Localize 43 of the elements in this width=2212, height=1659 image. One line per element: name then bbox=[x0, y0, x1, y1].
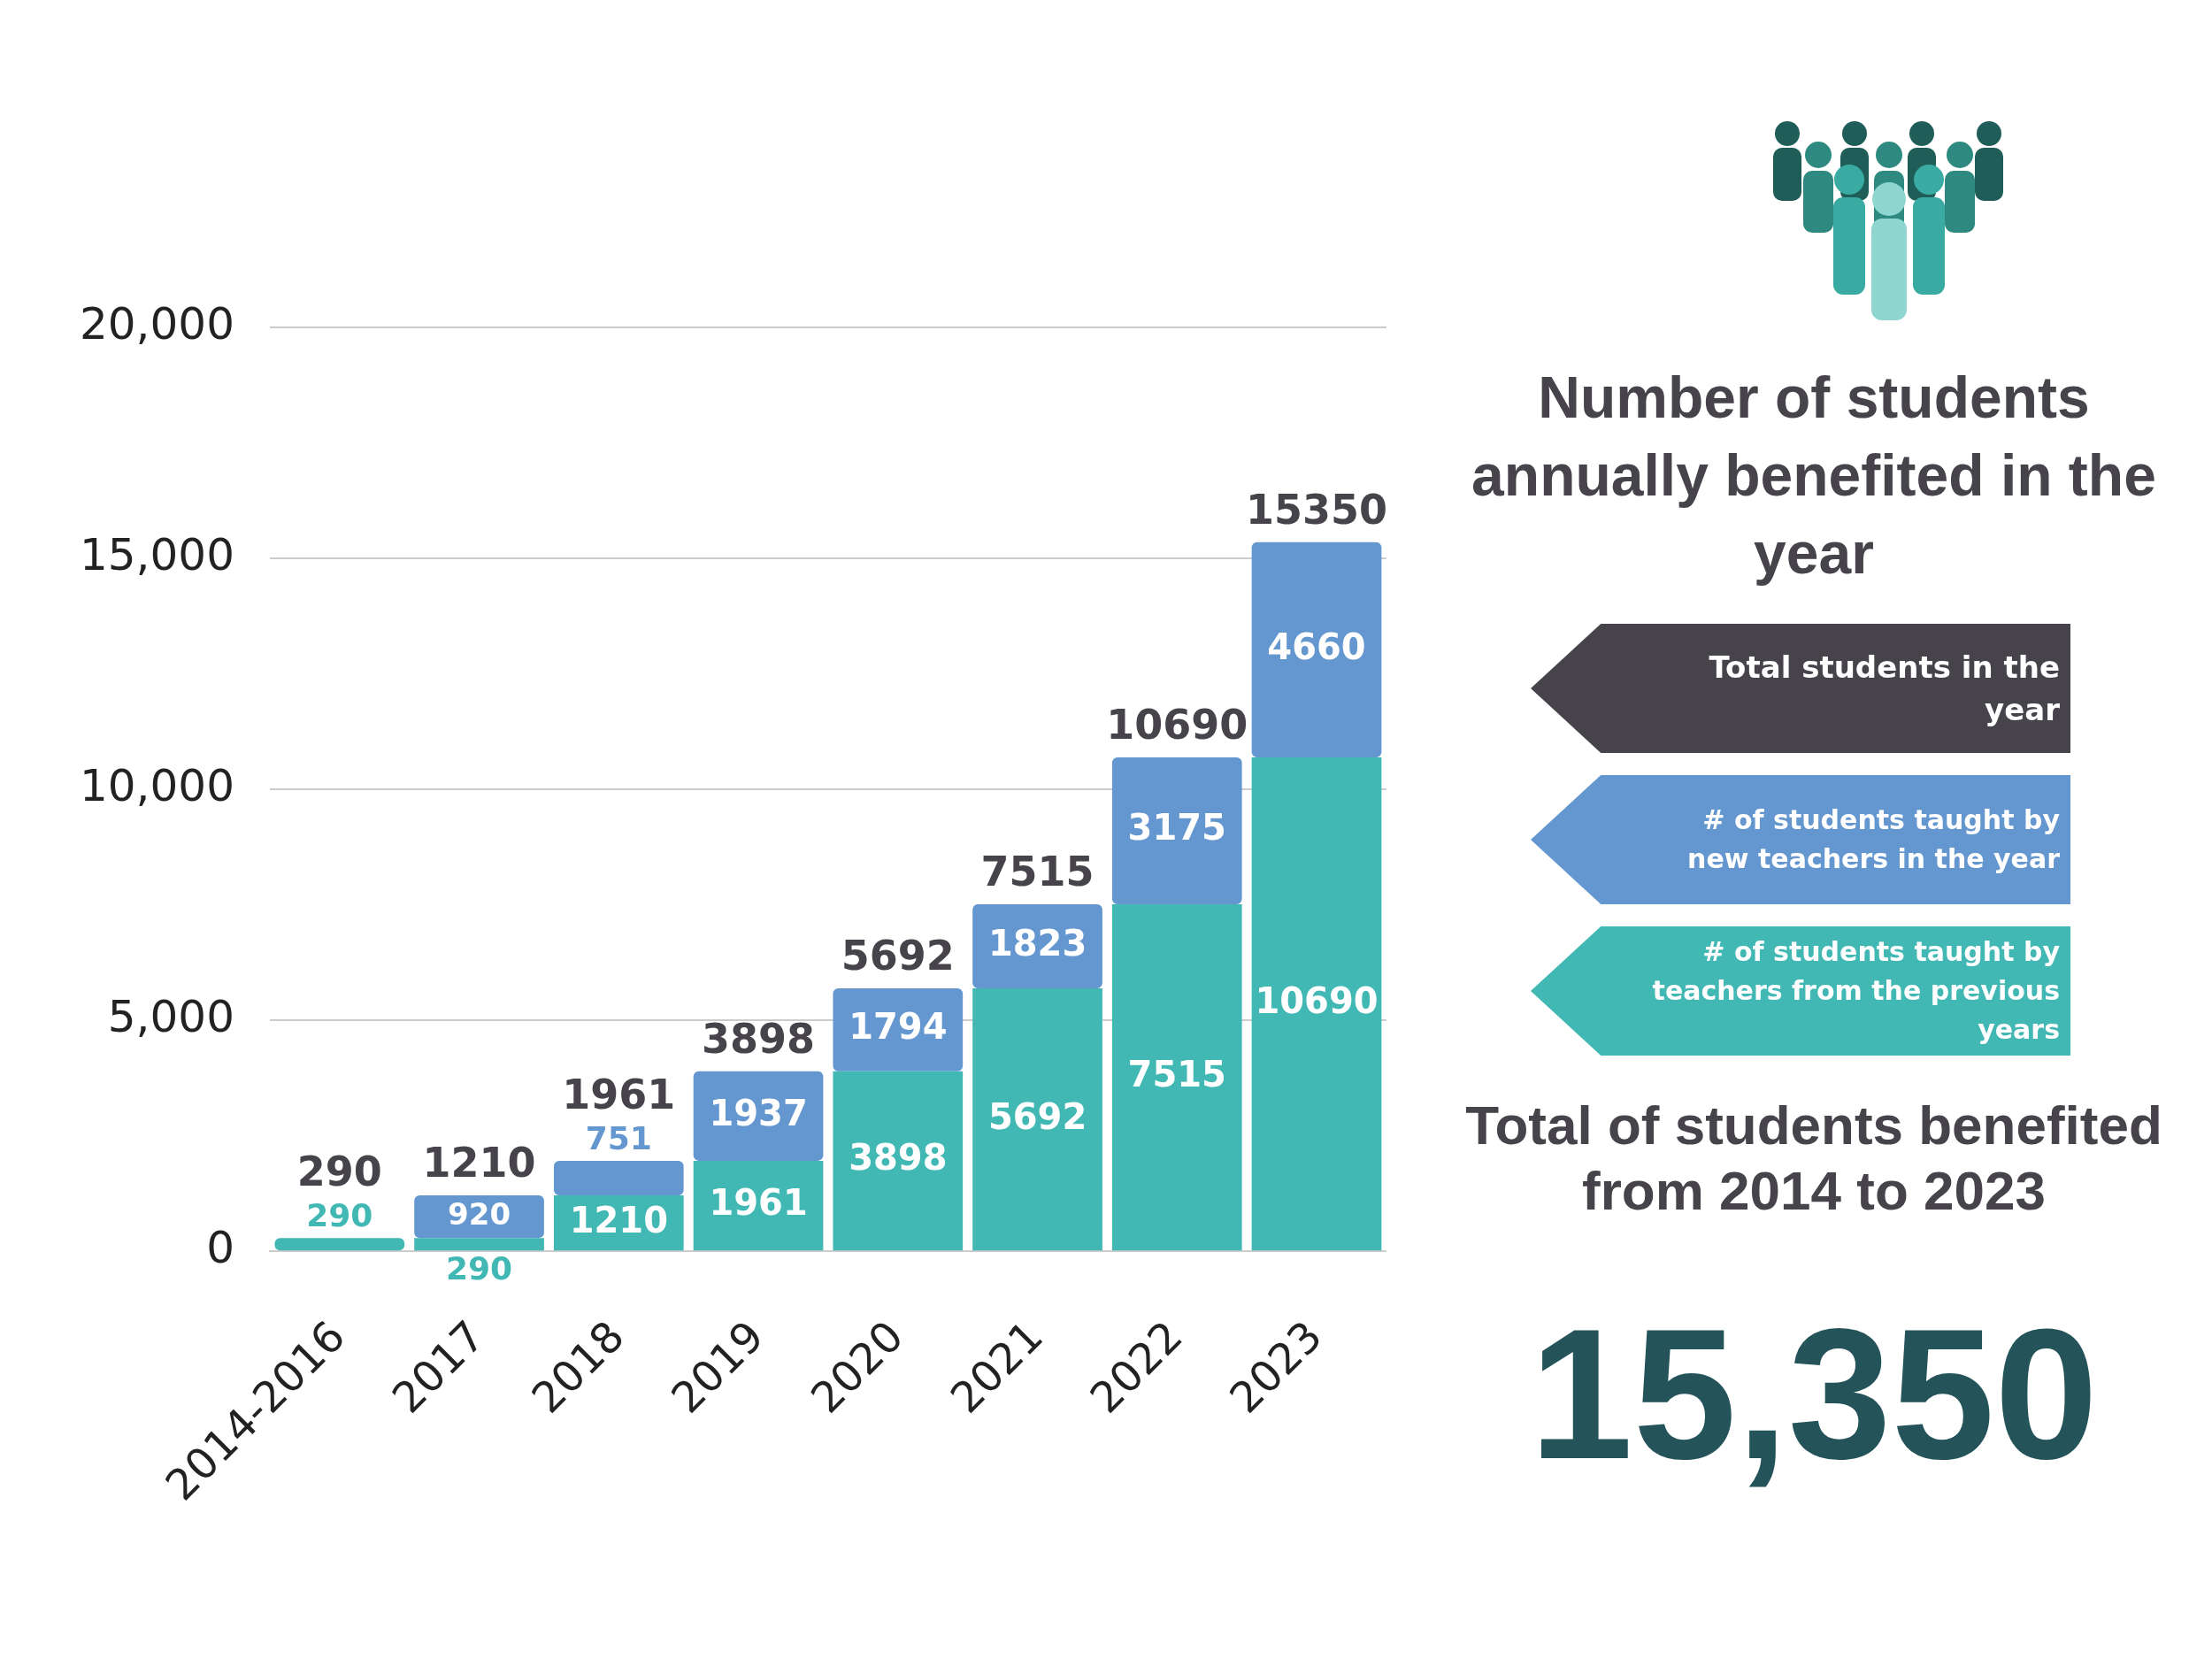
total-label: 10690 bbox=[1106, 701, 1248, 749]
data-label: 1823 bbox=[987, 922, 1087, 964]
total-label: 15350 bbox=[1246, 485, 1388, 534]
text: Number of students annually benefited in the year bbox=[1471, 364, 2157, 588]
total-label: 1210 bbox=[422, 1139, 536, 1187]
y-tick-label: 5,000 bbox=[107, 991, 234, 1043]
data-label: 751 bbox=[585, 1120, 652, 1157]
bar bbox=[1111, 757, 1242, 904]
bar bbox=[972, 988, 1102, 1251]
data-label: 920 bbox=[448, 1195, 511, 1232]
y-tick-label: 0 bbox=[206, 1222, 234, 1274]
data-label: 1794 bbox=[849, 1006, 948, 1048]
text: Total of students benefited from 2014 to 2023 bbox=[1464, 1094, 2163, 1223]
total-label: 7515 bbox=[980, 847, 1094, 895]
data-label: 7515 bbox=[1127, 1053, 1226, 1094]
total-label: 5692 bbox=[841, 932, 955, 980]
y-tick-label: 15,000 bbox=[80, 529, 234, 581]
data-label: 5692 bbox=[987, 1095, 1087, 1137]
data-label: 1210 bbox=[569, 1199, 668, 1240]
bar bbox=[1251, 541, 1382, 758]
text: 15,350 bbox=[1528, 1289, 2100, 1500]
data-label: 3175 bbox=[1127, 807, 1226, 849]
bar bbox=[274, 1238, 405, 1251]
total-label: 1961 bbox=[562, 1070, 676, 1118]
data-label: 1937 bbox=[709, 1092, 808, 1133]
text: Total students in the year bbox=[1708, 649, 2061, 729]
data-label: 290 bbox=[296, 1148, 382, 1196]
y-tick-label: 20,000 bbox=[80, 297, 234, 349]
data-label: 3898 bbox=[849, 1137, 948, 1179]
bar bbox=[553, 1160, 684, 1196]
bar bbox=[1251, 757, 1382, 1251]
data-label: 4660 bbox=[1267, 626, 1366, 667]
data-label: 1961 bbox=[709, 1181, 808, 1223]
data-label: 10690 bbox=[1255, 980, 1379, 1022]
text: # of students taught by teachers from the previous years bbox=[1651, 935, 2061, 1047]
total-label: 290 bbox=[306, 1197, 373, 1234]
bar bbox=[414, 1238, 544, 1251]
total-label: 3898 bbox=[702, 1014, 816, 1063]
bar bbox=[1111, 903, 1242, 1251]
data-label: 290 bbox=[445, 1249, 513, 1286]
bar bbox=[833, 1071, 964, 1251]
text: # of students taught by new teachers in the year bbox=[1686, 803, 2061, 876]
y-tick-label: 10,000 bbox=[80, 760, 234, 812]
